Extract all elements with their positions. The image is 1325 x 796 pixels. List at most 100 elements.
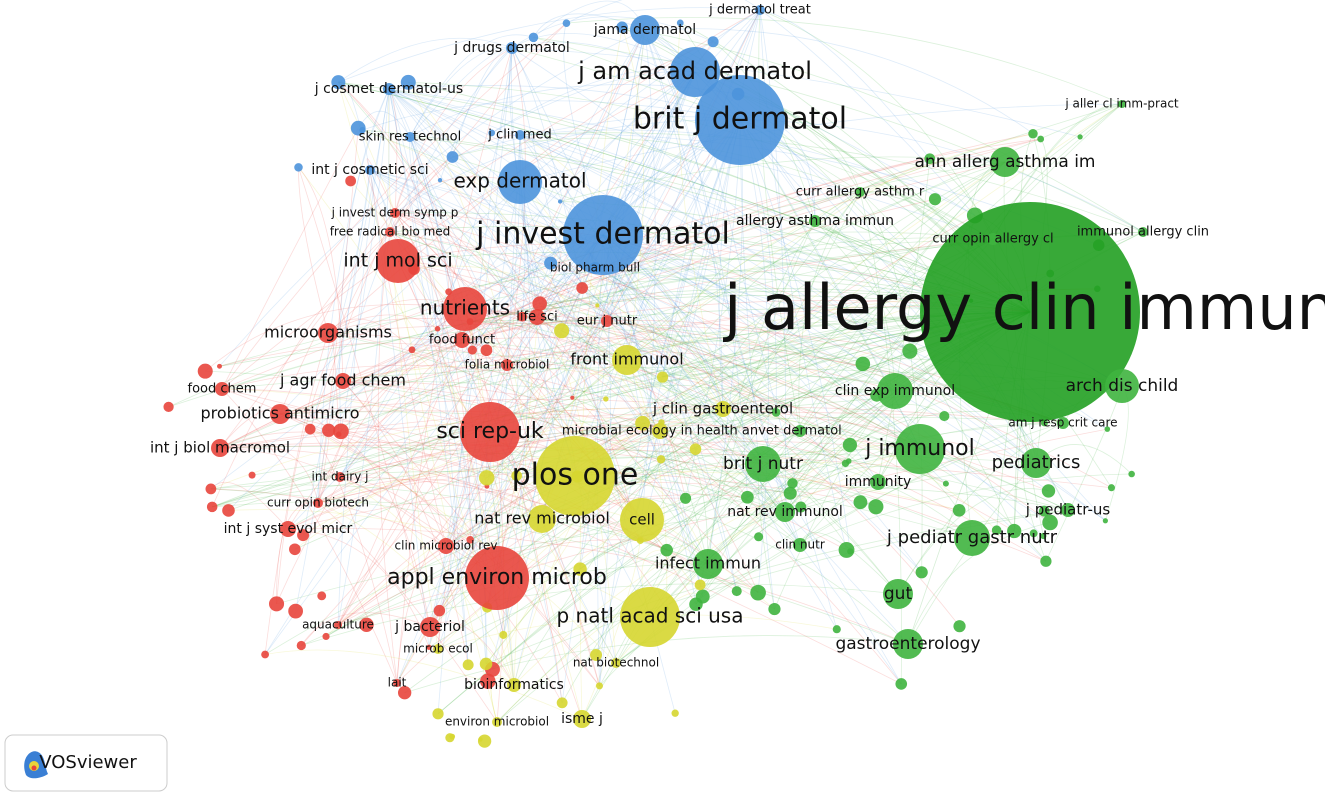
node [322,423,336,437]
edge [644,29,786,513]
edge [485,161,1006,665]
edge [409,136,466,310]
node [1138,227,1148,237]
logo-text: VOSviewer [39,752,137,773]
edge [511,47,1081,138]
node-label: food funct [429,333,495,348]
edge [519,134,1037,464]
edge [388,88,573,398]
edge [369,169,430,648]
edge [394,212,911,352]
edge [722,408,997,531]
edge [799,532,899,595]
edge [437,103,1123,650]
edge [695,448,973,539]
edge [606,9,761,322]
node [222,504,235,517]
node [1104,426,1111,432]
edge [511,33,696,73]
edge [662,220,816,378]
node [1007,523,1022,539]
node [479,657,493,671]
node-label: isme j [561,711,603,727]
edge [338,81,508,366]
node-label: exp dermatol [453,169,586,193]
edge [639,161,1006,541]
node-label: immunity [845,474,912,490]
node [620,587,680,647]
node [446,151,459,163]
node-label: j pediatr gastr nutr [886,527,1058,548]
node-label: clin exp immunol [835,383,955,399]
edge [396,71,696,684]
node [715,401,731,417]
edge [338,238,994,435]
edge [759,9,931,159]
edge [339,476,563,703]
edge [409,47,513,138]
edge [759,9,787,513]
node [205,483,217,495]
edge [599,119,741,686]
edge [342,380,600,687]
node-label: j pediatr-us [1025,501,1111,519]
node [915,566,928,579]
edge [596,234,604,686]
edge [317,308,466,504]
edge [339,119,741,478]
edge [389,22,567,233]
edge [486,220,816,487]
node [335,373,351,389]
edge [394,163,441,214]
edge [340,88,390,432]
edge [294,311,1031,550]
edge [502,71,696,636]
edge [317,339,463,504]
node [783,486,797,500]
edge [469,321,515,686]
node [1040,532,1047,540]
node [1077,134,1083,140]
edge [317,128,359,504]
edge [396,412,777,684]
edge [897,422,1064,595]
edge [566,0,761,24]
node-label: eur j nutr [577,314,638,329]
node [562,19,571,27]
edge [317,502,498,723]
node [1102,518,1108,524]
node [595,303,600,308]
edge [409,136,469,665]
node [335,431,342,438]
node [529,309,545,325]
node [573,710,591,728]
node [1042,514,1058,531]
node [318,323,338,343]
edge [511,47,704,597]
node [707,36,719,48]
node [437,178,443,183]
node [741,490,754,504]
edge [707,220,816,565]
edge [211,231,391,508]
edge [337,430,661,626]
edge [388,88,1106,522]
edge [389,231,786,513]
edge [639,119,741,541]
edge [409,136,578,477]
edge [396,119,741,684]
node-label: clin microbiol rev [395,539,498,553]
node [1107,484,1115,492]
node [498,160,542,204]
edge [439,179,724,410]
edge [362,129,921,450]
edge [342,380,921,450]
edge [539,303,921,450]
node [1118,100,1126,108]
logo-box [4,734,168,792]
edge [287,528,909,645]
node-label: am j resp crit care [1008,416,1117,430]
node [570,395,575,400]
node-label: gastroenterology [835,634,980,654]
node [1128,470,1135,478]
